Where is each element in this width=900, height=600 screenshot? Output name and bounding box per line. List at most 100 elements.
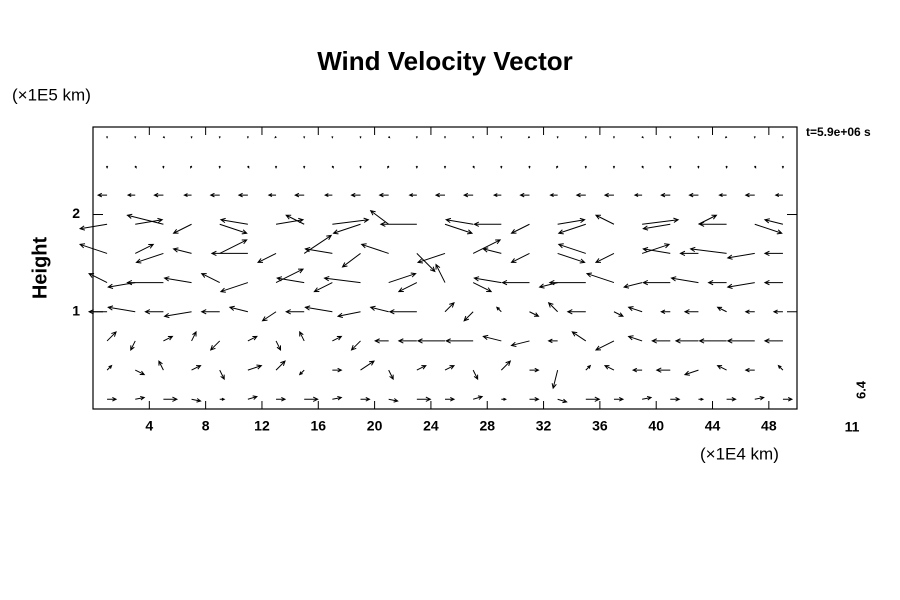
vector-arrow: [107, 397, 118, 402]
vector-arrow: [332, 367, 343, 373]
vector-arrow: [627, 335, 643, 342]
vector-arrow: [763, 250, 783, 257]
x-tick-label: 8: [202, 418, 210, 434]
vector-arrow: [660, 309, 671, 315]
vector-arrow: [134, 136, 137, 139]
vector-arrow: [331, 136, 334, 139]
vector-arrow: [683, 309, 699, 315]
vector-arrow: [218, 165, 221, 169]
vector-arrow: [336, 311, 361, 318]
vector-arrow: [473, 276, 502, 284]
vector-arrow: [134, 165, 137, 169]
y-tick-label: 2: [72, 205, 80, 221]
vector-arrow: [359, 165, 362, 169]
vector-arrow: [547, 338, 558, 344]
vector-arrow: [276, 397, 287, 402]
vector-arrow: [697, 165, 700, 169]
vector-arrow: [669, 136, 672, 139]
vector-arrow: [744, 367, 755, 373]
vector-arrow: [725, 165, 728, 169]
vector-arrow: [584, 165, 587, 169]
vector-arrow: [473, 395, 484, 400]
vector-arrow: [781, 165, 785, 169]
vector-arrow: [304, 396, 319, 402]
vector-arrow: [135, 395, 146, 401]
vector-arrow: [726, 338, 755, 344]
vector-arrow: [135, 217, 164, 225]
vector-arrow: [594, 252, 615, 263]
vector-arrow: [163, 276, 192, 284]
vector-arrow: [304, 305, 333, 313]
vector-arrow: [191, 330, 197, 342]
vector-arrow: [415, 136, 418, 139]
vector-arrow: [641, 165, 644, 169]
vector-arrow: [623, 282, 643, 289]
vector-arrow: [781, 136, 784, 139]
vector-arrow: [501, 279, 530, 286]
vector-arrow: [718, 193, 727, 198]
vector-arrow: [674, 338, 699, 344]
vector-arrow: [585, 272, 615, 284]
vector-arrow: [683, 369, 699, 376]
vector-arrow: [360, 360, 375, 371]
x-tick-label: 12: [254, 418, 270, 434]
vector-arrow: [726, 282, 755, 289]
vector-arrow: [219, 282, 249, 293]
vector-arrow: [443, 136, 447, 139]
vector-arrow: [416, 338, 445, 344]
vector-arrow: [444, 301, 455, 313]
vector-arrow: [172, 247, 192, 254]
vector-arrow: [529, 397, 540, 402]
vector-arrow: [473, 221, 502, 227]
vector-arrow: [415, 165, 418, 169]
vector-arrow: [416, 252, 446, 264]
vector-arrow: [388, 272, 417, 284]
vector-arrow: [529, 311, 540, 317]
vector-arrow: [472, 165, 475, 169]
vector-arrow: [566, 309, 586, 315]
vector-arrow: [660, 192, 671, 198]
vector-arrow: [603, 365, 615, 371]
vector-arrow: [332, 223, 361, 235]
vector-arrow: [191, 365, 202, 371]
vector-arrow: [782, 397, 794, 402]
vector-arrow: [557, 252, 586, 264]
vector-arrow: [350, 340, 361, 351]
vector-arrow: [126, 213, 164, 225]
vector-arrow: [303, 234, 333, 254]
vector-arrow: [633, 193, 643, 198]
vector-arrow: [126, 193, 136, 198]
vector-arrow: [247, 335, 258, 342]
vector-arrow: [379, 221, 417, 227]
vector-arrow: [641, 243, 671, 254]
vector-arrow: [105, 165, 109, 169]
vector-arrow: [298, 369, 305, 376]
vector-arrow: [777, 364, 784, 371]
vector-arrow: [360, 243, 389, 254]
vector-arrow: [378, 192, 389, 198]
vector-arrow: [350, 192, 361, 198]
vector-arrow: [107, 305, 136, 313]
y-axis-label: Height: [29, 237, 51, 300]
vector-arrow: [670, 276, 699, 284]
vector-arrow: [87, 309, 108, 315]
vector-arrow: [276, 276, 305, 284]
vector-arrow: [613, 311, 624, 317]
vector-arrow: [726, 252, 755, 260]
vector-arrow: [482, 334, 502, 342]
vector-arrow: [444, 223, 474, 235]
vector-arrow: [274, 165, 278, 169]
vector-arrow: [219, 239, 248, 254]
vector-arrow: [275, 217, 305, 225]
vector-arrow: [388, 136, 391, 139]
vector-arrow: [183, 193, 192, 198]
vector-arrow: [96, 192, 108, 198]
vector-arrow: [416, 365, 427, 371]
vector-arrow: [688, 192, 699, 198]
vector-arrow: [655, 367, 671, 373]
vector-arrow: [445, 397, 456, 402]
vector-arrow: [689, 246, 727, 254]
vector-arrow: [190, 165, 193, 169]
